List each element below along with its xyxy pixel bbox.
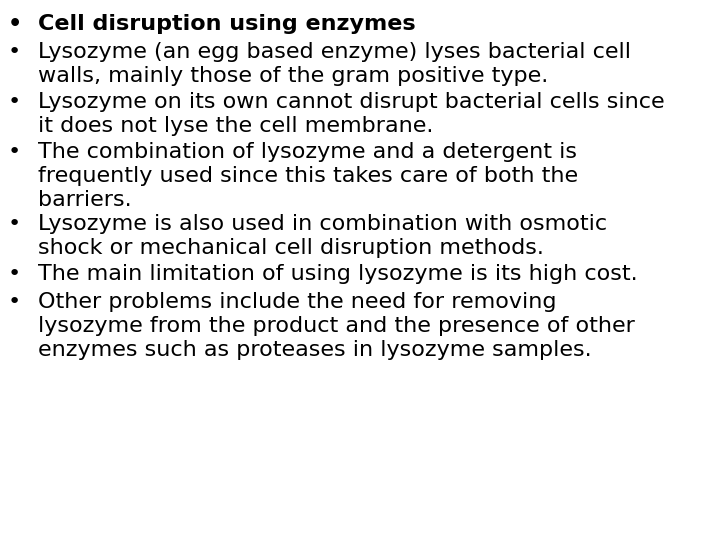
Text: •: •	[8, 142, 22, 162]
Text: •: •	[8, 92, 22, 112]
Text: Other problems include the need for removing
lysozyme from the product and the p: Other problems include the need for remo…	[38, 292, 635, 360]
Text: Cell disruption using enzymes: Cell disruption using enzymes	[38, 14, 415, 34]
Text: •: •	[8, 42, 22, 62]
Text: Lysozyme (an egg based enzyme) lyses bacterial cell
walls, mainly those of the g: Lysozyme (an egg based enzyme) lyses bac…	[38, 42, 631, 86]
Text: The main limitation of using lysozyme is its high cost.: The main limitation of using lysozyme is…	[38, 264, 638, 284]
Text: •: •	[8, 214, 22, 234]
Text: •: •	[8, 14, 22, 34]
Text: Lysozyme is also used in combination with osmotic
shock or mechanical cell disru: Lysozyme is also used in combination wit…	[38, 214, 607, 258]
Text: •: •	[8, 292, 22, 312]
Text: •: •	[8, 264, 22, 284]
Text: The combination of lysozyme and a detergent is
frequently used since this takes : The combination of lysozyme and a deterg…	[38, 142, 578, 210]
Text: Lysozyme on its own cannot disrupt bacterial cells since
it does not lyse the ce: Lysozyme on its own cannot disrupt bacte…	[38, 92, 665, 136]
